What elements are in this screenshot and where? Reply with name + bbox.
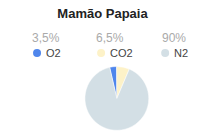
svg-text:CO2: CO2	[110, 47, 133, 59]
svg-text:6,5%: 6,5%	[96, 31, 124, 45]
svg-text:90%: 90%	[162, 31, 186, 45]
svg-text:Mamão Papaia: Mamão Papaia	[57, 6, 148, 21]
svg-text:O2: O2	[46, 47, 61, 59]
svg-text:N2: N2	[174, 47, 188, 59]
svg-text:3,5%: 3,5%	[32, 31, 60, 45]
